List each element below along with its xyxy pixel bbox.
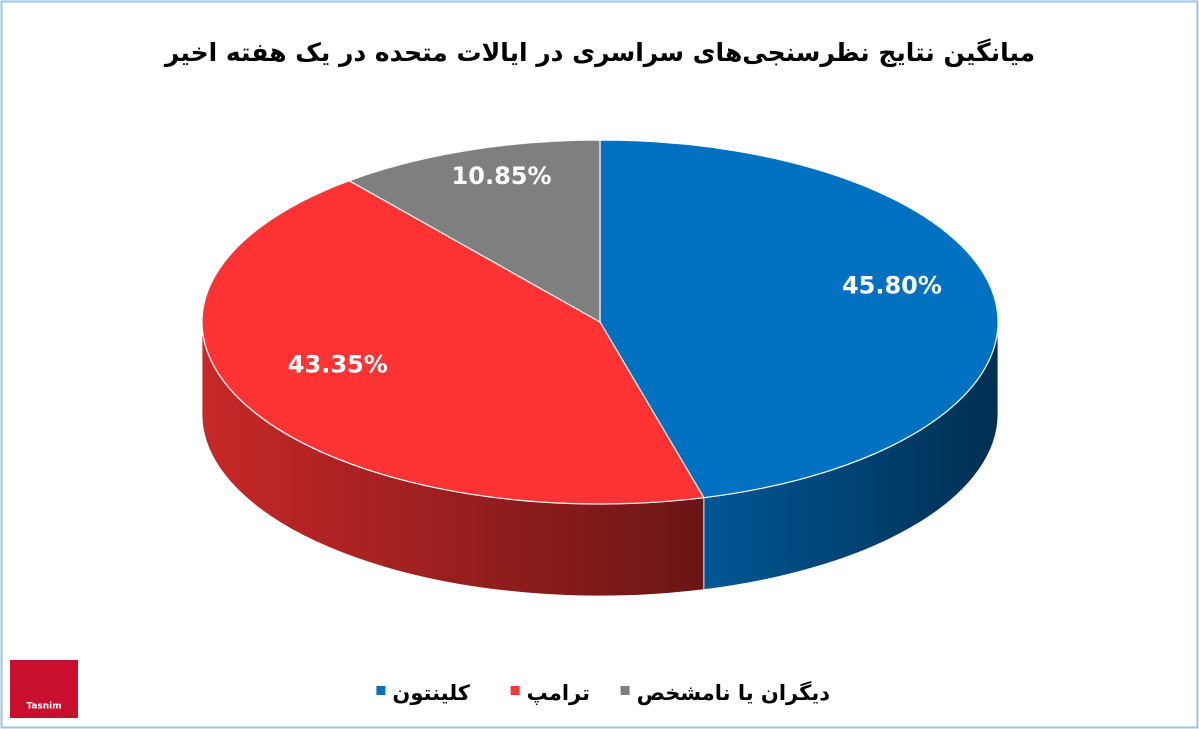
legend-swatch — [376, 686, 386, 695]
slice — [599, 139, 999, 499]
logo-box — [10, 660, 78, 718]
value-label: 10.85% — [452, 162, 552, 190]
value-label: 45.80% — [842, 271, 942, 299]
legend: کلینتون ترامپ دیگران یا نامشخص — [376, 680, 830, 705]
logo: Tasnim — [10, 660, 78, 718]
legend-swatch — [620, 686, 630, 695]
chart-title: میانگین نتایج نظرسنجی‌های سراسری در ایال… — [163, 38, 1035, 68]
slice — [201, 180, 705, 505]
logo-text: Tasnim — [26, 702, 61, 712]
legend-swatch — [510, 686, 520, 695]
value-label: 43.35% — [288, 350, 388, 378]
slice — [347, 139, 601, 324]
legend-label: کلینتون — [392, 681, 470, 705]
pie: 45.80% 43.35% 10.85% — [201, 139, 999, 597]
legend-label: ترامپ — [527, 681, 590, 705]
legend-label: دیگران یا نامشخص — [637, 680, 831, 705]
